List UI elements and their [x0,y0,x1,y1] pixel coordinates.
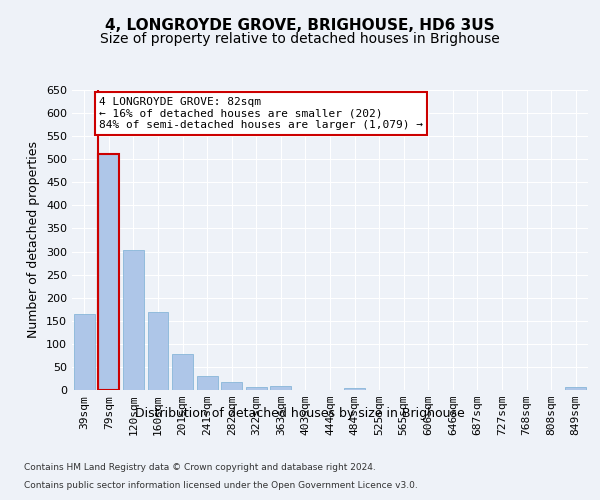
Bar [98,154,119,390]
Bar [172,354,193,390]
Y-axis label: Number of detached properties: Number of detached properties [28,142,40,338]
Text: Contains HM Land Registry data © Crown copyright and database right 2024.: Contains HM Land Registry data © Crown c… [24,464,376,472]
Bar [565,387,586,390]
Text: 4 LONGROYDE GROVE: 82sqm
← 16% of detached houses are smaller (202)
84% of semi-: 4 LONGROYDE GROVE: 82sqm ← 16% of detach… [99,97,423,130]
Bar [74,314,95,390]
Bar [123,250,144,390]
Bar [221,382,242,390]
Bar [271,386,292,390]
Bar [148,312,169,390]
Text: Size of property relative to detached houses in Brighouse: Size of property relative to detached ho… [100,32,500,46]
Text: Contains public sector information licensed under the Open Government Licence v3: Contains public sector information licen… [24,481,418,490]
Text: Distribution of detached houses by size in Brighouse: Distribution of detached houses by size … [135,408,465,420]
Text: 4, LONGROYDE GROVE, BRIGHOUSE, HD6 3US: 4, LONGROYDE GROVE, BRIGHOUSE, HD6 3US [105,18,495,32]
Bar [98,154,119,390]
Bar [246,387,267,390]
Bar [344,388,365,390]
Bar [197,376,218,390]
